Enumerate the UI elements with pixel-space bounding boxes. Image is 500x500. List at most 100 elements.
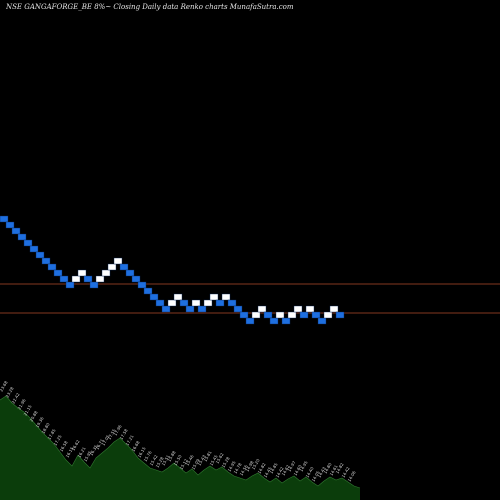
renko-brick-up bbox=[101, 269, 111, 277]
renko-brick-up bbox=[191, 299, 201, 307]
renko-brick-down bbox=[179, 299, 189, 307]
volume-label: 23.28 bbox=[5, 386, 15, 399]
volume-label: 14.62 bbox=[281, 464, 291, 477]
volume-label: 15.28 bbox=[155, 456, 165, 469]
renko-brick-up bbox=[209, 293, 219, 301]
volume-label: 15.20 bbox=[251, 458, 261, 471]
renko-brick-up bbox=[173, 293, 183, 301]
renko-brick-down bbox=[0, 215, 9, 223]
renko-brick-up bbox=[305, 305, 315, 313]
renko-brick-up bbox=[329, 305, 339, 313]
volume-label: 16.35 bbox=[89, 444, 99, 457]
renko-brick-up bbox=[257, 305, 267, 313]
volume-label: 23.68 bbox=[0, 380, 9, 393]
renko-brick-down bbox=[299, 311, 309, 319]
volume-label: 14.82 bbox=[335, 462, 345, 475]
volume-label: 15.76 bbox=[143, 450, 153, 463]
renko-brick-down bbox=[311, 311, 321, 319]
volume-label: 14.98 bbox=[245, 460, 255, 473]
renko-brick-up bbox=[203, 299, 213, 307]
volume-label: 14.42 bbox=[341, 466, 351, 479]
renko-brick-up bbox=[287, 311, 297, 319]
renko-brick-down bbox=[239, 311, 249, 319]
renko-brick-up bbox=[221, 293, 231, 301]
renko-brick-down bbox=[53, 269, 63, 277]
volume-label: 16.68 bbox=[131, 440, 141, 453]
volume-label: 22.42 bbox=[11, 392, 21, 405]
volume-label: 16.71 bbox=[95, 438, 105, 451]
renko-brick-down bbox=[125, 269, 135, 277]
volume-label: 15.45 bbox=[209, 454, 219, 467]
renko-brick-down bbox=[161, 305, 171, 313]
renko-brick-down bbox=[269, 317, 279, 325]
volume-label: 16.62 bbox=[71, 439, 81, 452]
volume-label: 15.51 bbox=[161, 454, 171, 467]
volume-label: 14.61 bbox=[329, 464, 339, 477]
volume-label: 15.81 bbox=[203, 450, 213, 463]
renko-brick-down bbox=[281, 317, 291, 325]
volume-label: 14.85 bbox=[269, 462, 279, 475]
renko-brick-down bbox=[155, 299, 165, 307]
volume-label: 17.05 bbox=[101, 434, 111, 447]
volume-label: 14.45 bbox=[263, 466, 273, 479]
renko-bricks bbox=[0, 215, 345, 325]
renko-brick-up bbox=[113, 257, 123, 265]
volume-outline bbox=[0, 395, 361, 489]
volume-label: 16.58 bbox=[59, 440, 69, 453]
renko-brick-down bbox=[23, 239, 33, 247]
renko-brick-up bbox=[251, 311, 261, 319]
volume-label: 15.28 bbox=[221, 456, 231, 469]
volume-label: 21.96 bbox=[17, 398, 27, 411]
renko-brick-down bbox=[89, 281, 99, 289]
volume-label: 15.42 bbox=[149, 454, 159, 467]
volume-label: 14.40 bbox=[305, 466, 315, 479]
renko-brick-down bbox=[131, 275, 141, 283]
renko-brick-up bbox=[71, 275, 81, 283]
volume-label: 14.05 bbox=[311, 470, 321, 483]
renko-brick-down bbox=[335, 311, 345, 319]
renko-brick-down bbox=[233, 305, 243, 313]
volume-label: 15.46 bbox=[185, 454, 195, 467]
renko-brick-up bbox=[323, 311, 333, 319]
renko-brick-down bbox=[227, 299, 237, 307]
renko-brick-up bbox=[95, 275, 105, 283]
renko-brick-down bbox=[143, 287, 153, 295]
volume-label: 17.85 bbox=[47, 428, 57, 441]
renko-brick-down bbox=[59, 275, 69, 283]
volume-label: 15.62 bbox=[215, 452, 225, 465]
renko-brick-up bbox=[293, 305, 303, 313]
volume-label: 20.88 bbox=[29, 410, 39, 423]
volume-label: 15.50 bbox=[173, 454, 183, 467]
renko-brick-up bbox=[275, 311, 285, 319]
renko-brick-down bbox=[5, 221, 15, 229]
volume-label: 17.21 bbox=[125, 434, 135, 447]
renko-brick-down bbox=[35, 251, 45, 259]
volume-label: 16.15 bbox=[65, 446, 75, 459]
renko-brick-down bbox=[245, 317, 255, 325]
renko-brick-down bbox=[137, 281, 147, 289]
volume-label: 17.96 bbox=[113, 424, 123, 437]
chart-title: NSE GANGAFORGE_BE 8%~ Closing Daily data… bbox=[6, 3, 294, 11]
volume-label: 18.80 bbox=[41, 422, 51, 435]
volume-label: 14.78 bbox=[233, 462, 243, 475]
volume-label: 15.43 bbox=[197, 454, 207, 467]
renko-brick-down bbox=[185, 305, 195, 313]
volume-label: 14.97 bbox=[287, 460, 297, 473]
volume-layer bbox=[0, 395, 361, 500]
renko-brick-down bbox=[263, 311, 273, 319]
renko-brick-up bbox=[107, 263, 117, 271]
volume-label: 17.55 bbox=[107, 428, 117, 441]
volume-labels: 23.6823.2822.4221.9621.1520.8819.3618.80… bbox=[0, 380, 357, 483]
volume-label: 14.60 bbox=[293, 464, 303, 477]
volume-label: 21.15 bbox=[23, 404, 33, 417]
volume-label: 16.15 bbox=[137, 446, 147, 459]
volume-label: 14.80 bbox=[323, 462, 333, 475]
reference-lines bbox=[0, 283, 500, 314]
renko-brick-down bbox=[65, 281, 75, 289]
renko-brick-down bbox=[11, 227, 21, 235]
renko-brick-down bbox=[119, 263, 129, 271]
renko-brick-up bbox=[167, 299, 177, 307]
volume-area bbox=[0, 396, 360, 500]
volume-label: 14.56 bbox=[239, 464, 249, 477]
